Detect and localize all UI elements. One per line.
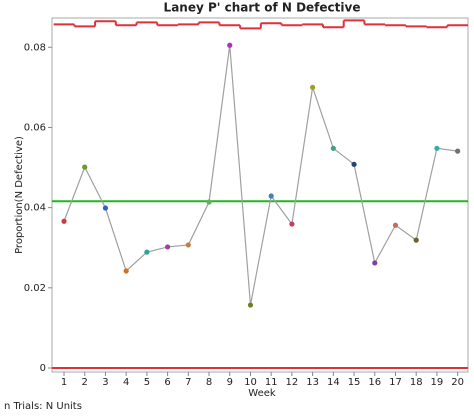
- x-tick-label: 1: [61, 377, 67, 388]
- y-tick-label: 0.06: [24, 122, 46, 133]
- data-point: [434, 145, 440, 151]
- data-point: [206, 199, 212, 205]
- y-tick-label: 0.02: [24, 283, 46, 294]
- x-tick-label: 17: [389, 377, 402, 388]
- x-tick-label: 20: [451, 377, 464, 388]
- data-point: [268, 193, 274, 199]
- y-axis-label: Proportion(N Defective): [14, 136, 25, 254]
- data-point: [413, 237, 419, 243]
- x-tick-label: 3: [102, 377, 108, 388]
- x-tick-label: 19: [431, 377, 444, 388]
- data-point: [144, 249, 150, 255]
- x-tick-label: 18: [410, 377, 423, 388]
- x-tick-label: 10: [244, 377, 257, 388]
- y-tick-label: 0: [40, 363, 46, 374]
- data-point: [310, 84, 316, 90]
- y-tick-label: 0.08: [24, 42, 46, 53]
- x-tick-label: 11: [265, 377, 278, 388]
- y-tick-label: 0.04: [24, 203, 46, 214]
- footnote: n Trials: N Units: [4, 401, 82, 412]
- data-point: [372, 260, 378, 266]
- data-point: [247, 302, 254, 308]
- x-tick-label: 8: [206, 377, 212, 388]
- x-tick-label: 16: [368, 377, 381, 388]
- x-tick-label: 4: [123, 377, 129, 388]
- data-point: [123, 268, 129, 274]
- data-point: [82, 164, 88, 170]
- data-point: [351, 161, 357, 167]
- x-tick-label: 15: [348, 377, 361, 388]
- chart-title: Laney P' chart of N Defective: [164, 1, 361, 15]
- data-point: [61, 218, 67, 224]
- data-point: [392, 222, 399, 228]
- series-line: [63, 45, 458, 306]
- x-tick-label: 6: [164, 377, 170, 388]
- x-tick-label: 5: [144, 377, 150, 388]
- data-point: [227, 42, 233, 48]
- x-tick-label: 14: [327, 377, 340, 388]
- data-point: [455, 148, 461, 154]
- data-point: [165, 244, 171, 250]
- x-tick-label: 9: [227, 377, 233, 388]
- x-tick-label: 7: [185, 377, 191, 388]
- x-axis-label: Week: [248, 388, 276, 399]
- x-tick-label: 12: [286, 377, 299, 388]
- plot-frame: [51, 17, 469, 373]
- data-point: [102, 205, 109, 211]
- data-point: [289, 221, 295, 227]
- data-point: [330, 145, 336, 151]
- x-tick-label: 13: [306, 377, 319, 388]
- x-tick-label: 2: [82, 377, 88, 388]
- data-point: [185, 242, 191, 248]
